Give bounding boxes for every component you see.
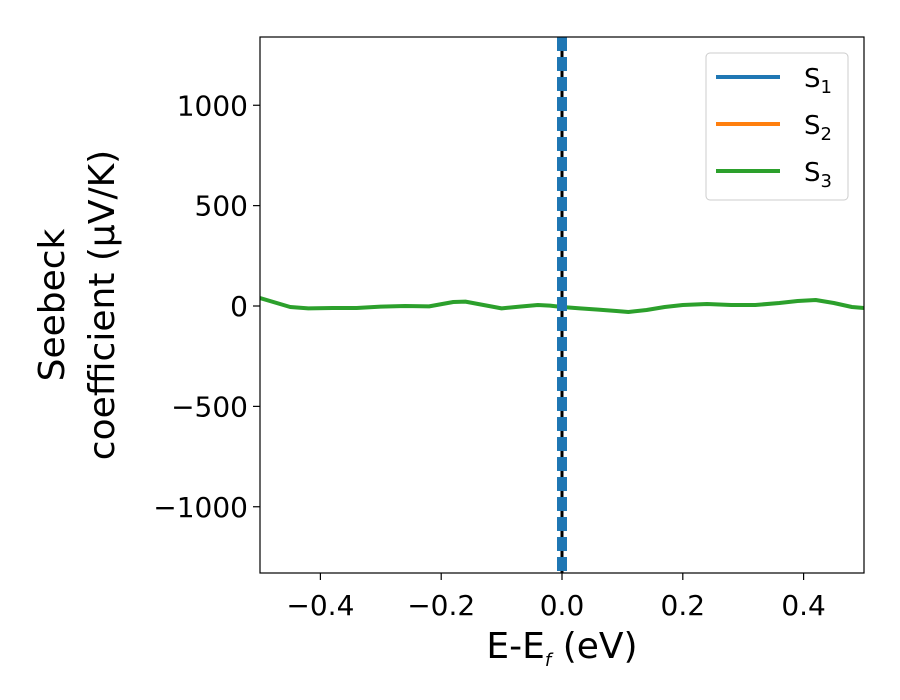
y-tick-label: −1000 — [153, 491, 248, 524]
x-axis: −0.4 −0.2 0.0 0.2 0.4 — [286, 573, 826, 622]
y-tick-label: 500 — [195, 190, 248, 223]
y-axis: −1000 −500 0 500 1000 — [153, 89, 260, 524]
x-tick-label: −0.2 — [407, 589, 475, 622]
legend-label-1: S1 — [804, 64, 832, 98]
legend-label-2: S2 — [804, 111, 832, 145]
series-layer — [260, 37, 864, 573]
series-line-3 — [260, 296, 864, 314]
x-tick-label: 0.4 — [781, 589, 826, 622]
y-tick-label: 1000 — [177, 89, 248, 122]
y-axis-label-line2: coefficient (μV/K) — [82, 150, 123, 460]
legend: S1 S2 S3 — [705, 52, 849, 201]
legend-label-3: S3 — [804, 158, 832, 192]
x-tick-label: 0.2 — [661, 589, 706, 622]
x-axis-label: E-Ef (eV) — [486, 626, 637, 671]
legend-box — [705, 52, 849, 201]
x-tick-label: 0.0 — [540, 589, 585, 622]
x-tick-label: −0.4 — [286, 589, 354, 622]
y-axis-label: Seebeck coefficient (μV/K) — [32, 150, 123, 460]
y-tick-label: 0 — [230, 290, 248, 323]
y-tick-label: −500 — [171, 390, 248, 423]
y-axis-label-line1: Seebeck — [32, 228, 73, 381]
